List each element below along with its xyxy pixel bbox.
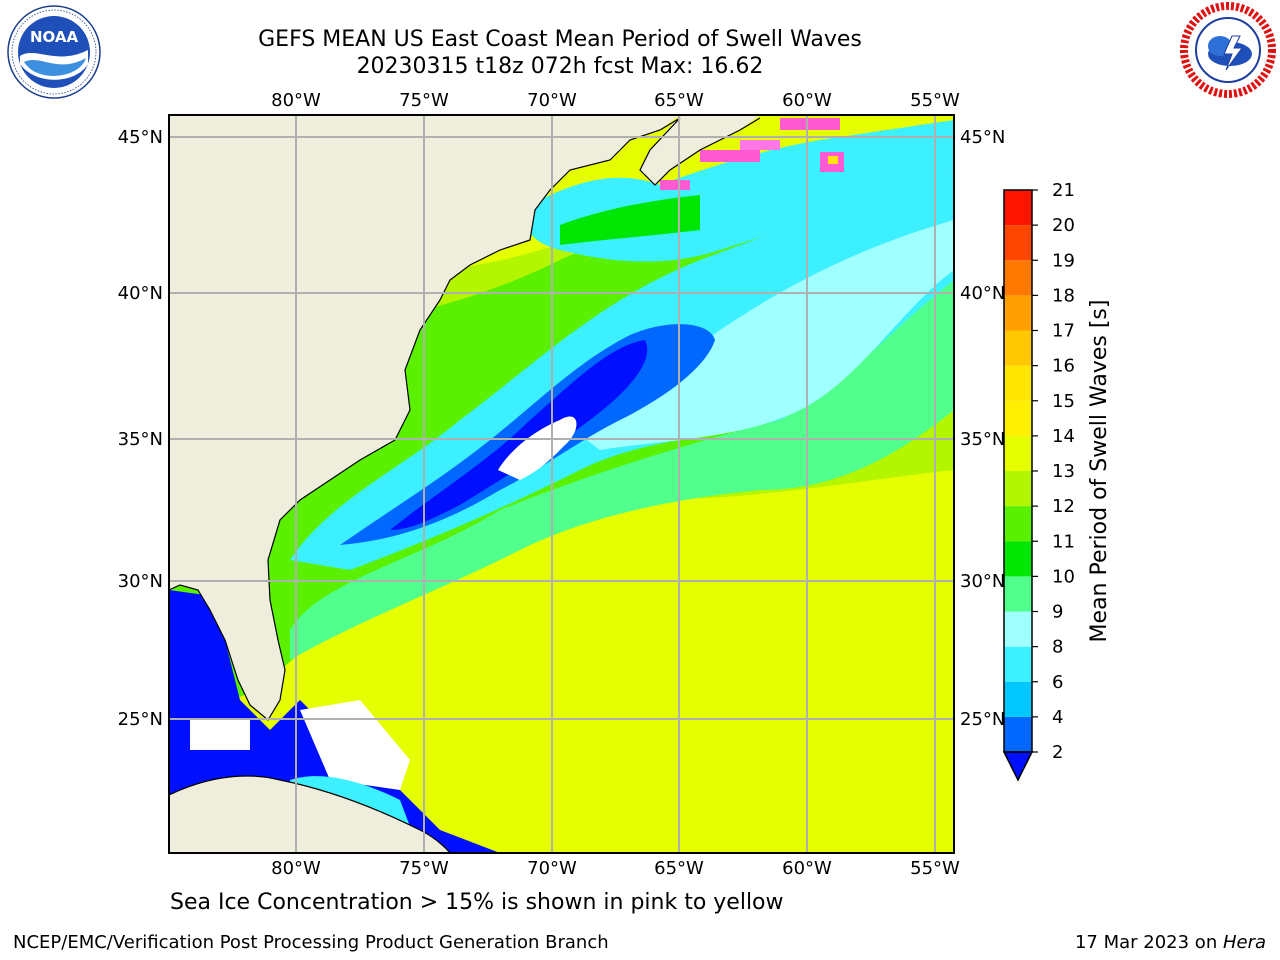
sea-ice-overlay: [660, 118, 844, 190]
lon-label-bottom: 55°W: [910, 858, 960, 879]
forecast-subtitle: 20230315 t18z 072h fcst Max: 16.62: [356, 54, 764, 79]
nws-logo: [1180, 2, 1276, 98]
colorbar-segment: [1004, 716, 1032, 752]
lon-label-top: 80°W: [271, 90, 321, 111]
lon-label-top: 60°W: [782, 90, 832, 111]
lat-label-left: 30°N: [118, 571, 163, 592]
colorbar-segment: [1004, 611, 1032, 647]
map-frame: [168, 114, 955, 854]
footer-date-text: 17 Mar 2023 on: [1074, 932, 1223, 953]
colorbar-segment: [1004, 506, 1032, 542]
colorbar-tick-label: 11: [1052, 531, 1075, 552]
colorbar-segment: [1004, 541, 1032, 577]
lat-label-left: 35°N: [118, 429, 163, 450]
graticule: [169, 115, 954, 853]
lon-label-bottom: 65°W: [654, 858, 704, 879]
colorbar-tick-label: 4: [1052, 707, 1063, 728]
footer-date: 17 Mar 2023 on Hera: [1075, 932, 1266, 953]
lon-label-top: 75°W: [399, 90, 449, 111]
colorbar-segment: [1004, 471, 1032, 507]
colorbar-under-arrow: [1002, 751, 1034, 782]
colorbar-tick-label: 14: [1052, 426, 1075, 447]
lat-label-right: 30°N: [960, 571, 1005, 592]
colorbar-tick-label: 17: [1052, 321, 1075, 342]
sea-ice-note: Sea Ice Concentration > 15% is shown in …: [170, 890, 784, 915]
colorbar-tick-label: 15: [1052, 391, 1075, 412]
colorbar-segment: [1004, 190, 1032, 226]
colorbar-tick-label: 16: [1052, 356, 1075, 377]
colorbar-tick-label: 19: [1052, 250, 1075, 271]
noaa-logo: NOAA: [6, 4, 102, 100]
lon-label-top: 55°W: [910, 90, 960, 111]
colorbar-tick-label: 18: [1052, 285, 1075, 306]
colorbar-segment: [1004, 225, 1032, 261]
colorbar-label: Mean Period of Swell Waves [s]: [1087, 300, 1112, 643]
lon-label-top: 65°W: [654, 90, 704, 111]
colorbar-tick-label: 12: [1052, 496, 1075, 517]
colorbar-segment: [1004, 435, 1032, 471]
colorbar-tick-label: 2: [1052, 742, 1063, 763]
lat-label-right: 40°N: [960, 283, 1005, 304]
lat-label-right: 45°N: [960, 127, 1005, 148]
colorbar-tick-label: 9: [1052, 602, 1063, 623]
lon-label-bottom: 80°W: [271, 858, 321, 879]
colorbar-segment: [1004, 260, 1032, 296]
lon-label-bottom: 75°W: [399, 858, 449, 879]
colorbar-segment: [1004, 646, 1032, 682]
colorbar-segment: [1004, 681, 1032, 717]
lat-label-left: 25°N: [118, 709, 163, 730]
colorbar: [1002, 189, 1034, 782]
lat-label-left: 40°N: [118, 283, 163, 304]
colorbar-tick-label: 8: [1052, 637, 1063, 658]
colorbar-tick-label: 13: [1052, 461, 1075, 482]
map-field: [169, 115, 954, 853]
colorbar-tick-label: 21: [1052, 180, 1075, 201]
colorbar-segment: [1004, 400, 1032, 436]
lat-label-right: 25°N: [960, 709, 1005, 730]
colorbar-segment: [1004, 576, 1032, 612]
noaa-logo-text: NOAA: [30, 28, 79, 46]
lat-label-right: 35°N: [960, 429, 1005, 450]
colorbar-segment: [1004, 365, 1032, 401]
footer-credit: NCEP/EMC/Verification Post Processing Pr…: [13, 932, 609, 953]
lon-label-bottom: 60°W: [782, 858, 832, 879]
colorbar-tick-label: 10: [1052, 566, 1075, 587]
colorbar-segment: [1004, 295, 1032, 331]
lon-label-bottom: 70°W: [527, 858, 577, 879]
colorbar-tick-label: 20: [1052, 215, 1075, 236]
colorbar-tick-label: 6: [1052, 672, 1063, 693]
footer-host: Hera: [1222, 932, 1266, 953]
map-title: GEFS MEAN US East Coast Mean Period of S…: [258, 27, 862, 52]
lon-label-top: 70°W: [527, 90, 577, 111]
lat-label-left: 45°N: [118, 127, 163, 148]
colorbar-segment: [1004, 330, 1032, 366]
